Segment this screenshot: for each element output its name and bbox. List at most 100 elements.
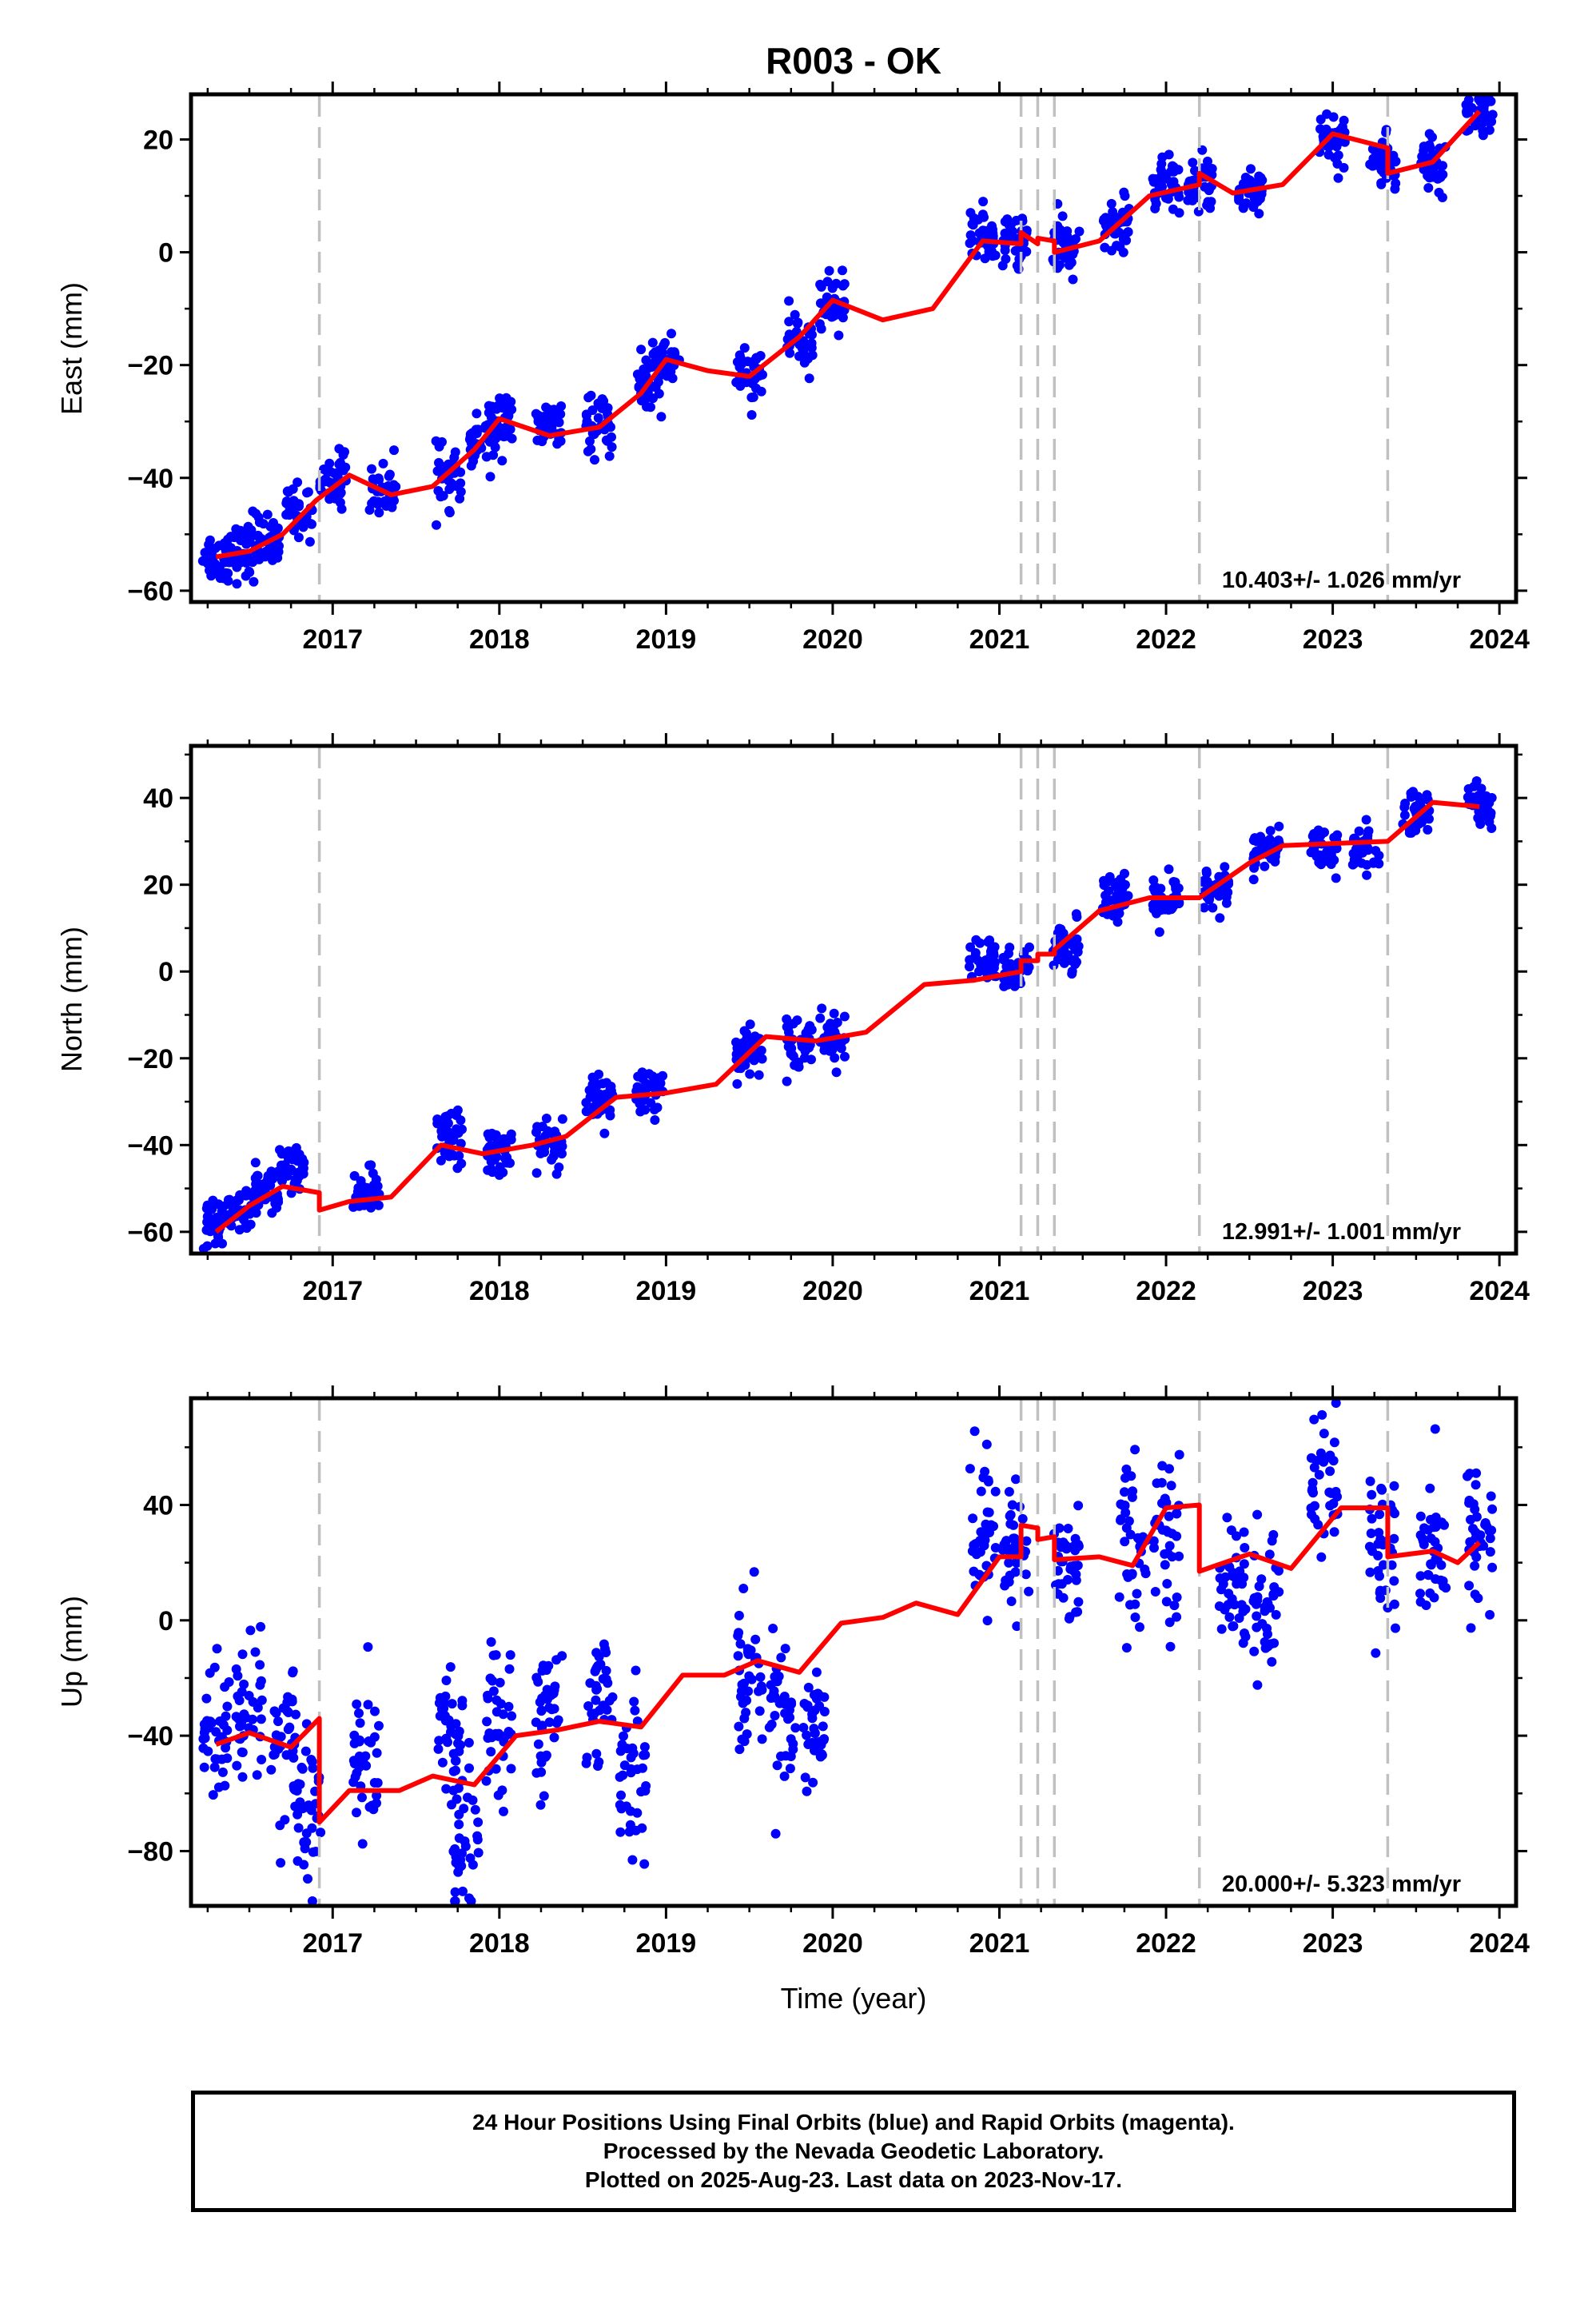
up-observation-point bbox=[1004, 1546, 1014, 1557]
up-observation-point bbox=[591, 1662, 602, 1672]
north-observation-point bbox=[1487, 823, 1497, 833]
up-observation-cluster bbox=[231, 1621, 267, 1782]
up-observation-point bbox=[250, 1647, 261, 1657]
up-observation-point bbox=[450, 1896, 460, 1906]
up-observation-point bbox=[969, 1540, 979, 1550]
up-observation-point bbox=[1256, 1574, 1267, 1585]
up-ylabel: Up (mm) bbox=[55, 1596, 88, 1708]
east-observation-point bbox=[472, 427, 482, 437]
up-observation-point bbox=[450, 1844, 460, 1854]
up-observation-point bbox=[604, 1696, 615, 1706]
up-observation-point bbox=[450, 1756, 460, 1766]
up-observation-point bbox=[1239, 1527, 1249, 1537]
up-observation-point bbox=[453, 1867, 464, 1877]
up-observation-point bbox=[1021, 1536, 1032, 1546]
north-observation-point bbox=[1072, 934, 1082, 944]
up-observation-point bbox=[1228, 1571, 1238, 1581]
up-observation-point bbox=[292, 1786, 302, 1796]
up-observation-point bbox=[742, 1729, 752, 1740]
north-observation-point bbox=[348, 1202, 359, 1212]
chart-title: R003 - OK bbox=[766, 40, 941, 82]
east-observation-point bbox=[670, 349, 680, 359]
up-observation-point bbox=[1466, 1514, 1475, 1525]
up-observation-point bbox=[443, 1737, 452, 1748]
up-observation-point bbox=[1376, 1483, 1387, 1493]
up-observation-point bbox=[1073, 1607, 1083, 1617]
north-observation-point bbox=[364, 1160, 375, 1170]
east-observation-point bbox=[1048, 254, 1058, 265]
east-xtick-label: 2018 bbox=[469, 624, 530, 655]
up-observation-cluster bbox=[1415, 1424, 1451, 1610]
east-observation-point bbox=[245, 567, 255, 577]
north-ytick-label: 20 bbox=[143, 871, 173, 901]
east-observation-point bbox=[1193, 206, 1204, 217]
east-observation-point bbox=[374, 508, 384, 518]
up-observation-point bbox=[349, 1730, 360, 1740]
east-observation-point bbox=[223, 568, 233, 579]
up-observation-point bbox=[1480, 1518, 1491, 1528]
east-observation-point bbox=[1188, 157, 1198, 168]
up-observation-point bbox=[199, 1762, 209, 1772]
north-observation-point bbox=[1251, 847, 1261, 856]
up-observation-point bbox=[454, 1809, 464, 1820]
east-observation-point bbox=[632, 369, 643, 380]
up-observation-point bbox=[237, 1747, 247, 1757]
east-observation-point bbox=[1381, 127, 1391, 138]
east-observation-point bbox=[814, 319, 825, 329]
north-observation-point bbox=[275, 1145, 285, 1155]
north-plot-frame bbox=[189, 743, 1518, 1256]
north-observation-point bbox=[1049, 960, 1059, 971]
up-observation-cluster bbox=[798, 1667, 830, 1796]
up-observation-point bbox=[800, 1772, 810, 1783]
up-observation-cluster bbox=[1148, 1449, 1184, 1652]
up-observation-point bbox=[551, 1718, 562, 1728]
east-observation-point bbox=[274, 541, 284, 551]
east-observation-point bbox=[1484, 125, 1495, 135]
up-observation-point bbox=[1415, 1511, 1426, 1521]
north-observation-point bbox=[263, 1170, 273, 1181]
up-observation-point bbox=[1005, 1509, 1016, 1520]
east-observation-point bbox=[1339, 115, 1349, 126]
up-observation-point bbox=[1364, 1541, 1375, 1552]
up-observation-point bbox=[1464, 1581, 1475, 1591]
up-observation-point bbox=[198, 1743, 209, 1753]
north-observation-point bbox=[739, 1026, 750, 1036]
north-observation-point bbox=[1423, 824, 1433, 835]
up-observation-point bbox=[1240, 1543, 1250, 1553]
up-observation-point bbox=[481, 1776, 492, 1786]
up-observation-point bbox=[453, 1783, 464, 1793]
up-observation-point bbox=[1161, 1596, 1172, 1607]
up-observation-point bbox=[448, 1766, 459, 1776]
north-observation-cluster bbox=[1148, 864, 1184, 937]
up-observation-point bbox=[1262, 1596, 1272, 1607]
up-observation-point bbox=[288, 1666, 298, 1676]
north-observation-point bbox=[1214, 889, 1224, 899]
up-observation-point bbox=[235, 1721, 245, 1732]
up-xtick-label: 2024 bbox=[1469, 1928, 1530, 1959]
up-observation-point bbox=[819, 1734, 830, 1744]
up-observation-point bbox=[770, 1692, 780, 1703]
east-observation-point bbox=[1423, 183, 1434, 193]
up-observation-point bbox=[231, 1712, 241, 1722]
up-observation-point bbox=[1005, 1570, 1015, 1581]
north-observation-point bbox=[1399, 810, 1410, 820]
up-panel: 40 0 −40 −80 2017 2018 2019 2020 2021 2022 2023 202… bbox=[55, 1385, 1530, 1959]
east-observation-point bbox=[968, 236, 978, 246]
up-observation-point bbox=[488, 1676, 498, 1686]
east-ytick-label: 20 bbox=[143, 125, 173, 155]
east-model-line bbox=[215, 110, 1482, 560]
north-observation-point bbox=[1104, 886, 1114, 896]
up-observation-point bbox=[208, 1790, 218, 1800]
up-observation-point bbox=[1319, 1457, 1329, 1467]
north-observation-point bbox=[203, 1212, 213, 1222]
north-observation-point bbox=[1260, 861, 1270, 871]
up-observation-point bbox=[798, 1723, 809, 1732]
east-observation-cluster bbox=[431, 436, 466, 530]
up-observation-point bbox=[786, 1699, 797, 1709]
up-observation-point bbox=[1464, 1498, 1475, 1508]
north-observation-point bbox=[1399, 802, 1410, 812]
up-observation-point bbox=[1326, 1488, 1336, 1498]
east-panel: 20 0 −20 −40 −60 2017 2018 2019 2020 2021 2022 2023… bbox=[55, 82, 1530, 655]
up-observation-point bbox=[1331, 1398, 1341, 1408]
up-observation-point bbox=[363, 1642, 373, 1652]
